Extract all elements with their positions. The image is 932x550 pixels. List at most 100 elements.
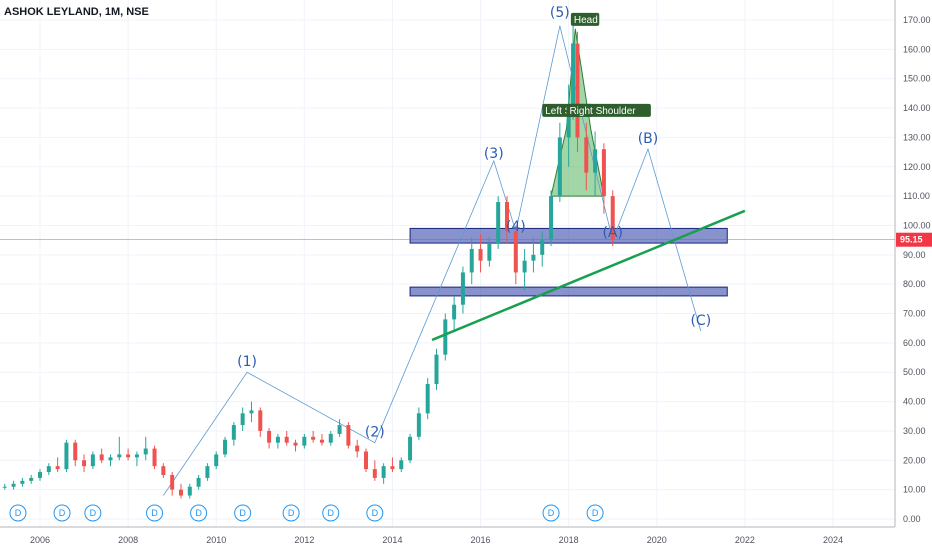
lower-zone bbox=[409, 286, 728, 297]
candle-body bbox=[2, 486, 7, 488]
candle-body bbox=[496, 201, 501, 244]
candle-body bbox=[99, 454, 104, 461]
dividend-label: D bbox=[195, 508, 202, 518]
chart-title: ASHOK LEYLAND, 1M, NSE bbox=[4, 6, 149, 18]
candle-body bbox=[408, 436, 413, 461]
candle-body bbox=[311, 436, 316, 440]
y-tick-label: 70.00 bbox=[903, 309, 926, 319]
candle-body bbox=[29, 477, 34, 481]
candle-body bbox=[319, 439, 324, 443]
x-tick-label: 2010 bbox=[206, 535, 226, 545]
y-tick-label: 150.00 bbox=[903, 74, 931, 84]
candle-body bbox=[540, 240, 545, 255]
last-price-tag: 95.15 bbox=[900, 235, 923, 245]
dividend-marker bbox=[234, 504, 252, 522]
candle-body bbox=[161, 466, 166, 475]
wave-label: (4) bbox=[506, 219, 526, 235]
dividend-label: D bbox=[239, 508, 246, 518]
dividend-marker bbox=[366, 504, 384, 522]
wave-label: (A) bbox=[602, 225, 623, 241]
candle-body bbox=[46, 466, 51, 473]
candle-body bbox=[302, 436, 307, 446]
candle-body bbox=[90, 454, 95, 467]
candle-body bbox=[443, 319, 448, 355]
y-tick-label: 50.00 bbox=[903, 367, 926, 377]
x-tick-label: 2008 bbox=[118, 535, 138, 545]
candle-body bbox=[337, 425, 342, 434]
candle-body bbox=[610, 196, 615, 241]
wave-label: (B) bbox=[638, 131, 659, 147]
candle-body bbox=[425, 383, 430, 414]
candle-body bbox=[267, 430, 272, 443]
candle-body bbox=[452, 304, 457, 320]
y-tick-label: 130.00 bbox=[903, 132, 931, 142]
candle-body bbox=[170, 474, 175, 490]
candle-body bbox=[601, 149, 606, 197]
candle-body bbox=[504, 201, 509, 232]
candle-body bbox=[240, 413, 245, 426]
head-label-bg bbox=[570, 12, 600, 26]
right-shoulder-label: Right Shoulder bbox=[569, 106, 636, 117]
y-tick-label: 20.00 bbox=[903, 455, 926, 465]
x-tick-label: 2018 bbox=[559, 535, 579, 545]
wave-label: (C) bbox=[690, 313, 711, 329]
candle-body bbox=[531, 254, 536, 261]
candle-body bbox=[134, 454, 139, 458]
candle-body bbox=[566, 108, 571, 138]
dividend-label: D bbox=[90, 508, 97, 518]
x-tick-label: 2024 bbox=[823, 535, 843, 545]
x-tick-label: 2016 bbox=[471, 535, 491, 545]
y-tick-label: 10.00 bbox=[903, 485, 926, 495]
dividend-label: D bbox=[372, 508, 379, 518]
x-tick-label: 2014 bbox=[382, 535, 402, 545]
dividend-marker bbox=[322, 504, 340, 522]
candle-body bbox=[55, 466, 60, 470]
candle-body bbox=[293, 442, 298, 446]
candle-body bbox=[478, 248, 483, 261]
candle-body bbox=[258, 410, 263, 431]
y-tick-label: 140.00 bbox=[903, 103, 931, 113]
candle-body bbox=[223, 439, 228, 455]
candle-body bbox=[73, 442, 78, 461]
y-tick-label: 60.00 bbox=[903, 338, 926, 348]
candle-body bbox=[584, 137, 589, 173]
x-tick-label: 2006 bbox=[30, 535, 50, 545]
candle-body bbox=[126, 454, 131, 458]
candle-body bbox=[38, 472, 42, 478]
candle-body bbox=[372, 469, 377, 478]
y-tick-label: 160.00 bbox=[903, 44, 931, 54]
candle-body bbox=[575, 43, 580, 138]
x-tick-label: 2020 bbox=[647, 535, 667, 545]
dividend-marker bbox=[53, 504, 71, 522]
candle-body bbox=[108, 457, 113, 461]
dividend-label: D bbox=[151, 508, 158, 518]
candle-body bbox=[571, 43, 576, 109]
candle-body bbox=[187, 486, 192, 496]
candle-body bbox=[355, 445, 360, 452]
dividend-marker bbox=[586, 504, 604, 522]
y-tick-label: 100.00 bbox=[903, 220, 931, 230]
candle-body bbox=[399, 460, 404, 470]
dividend-marker bbox=[190, 504, 208, 522]
candle-body bbox=[231, 425, 236, 440]
candle-body bbox=[328, 433, 333, 443]
right-shoulder-label-bg bbox=[566, 103, 651, 117]
candle-body bbox=[549, 196, 554, 241]
y-tick-label: 80.00 bbox=[903, 279, 926, 289]
candle-body bbox=[82, 460, 87, 467]
candle-body bbox=[205, 466, 210, 478]
candle-body bbox=[214, 454, 219, 467]
wave-label: (1) bbox=[237, 354, 257, 370]
dividend-marker bbox=[84, 504, 102, 522]
y-tick-label: 120.00 bbox=[903, 162, 931, 172]
dividend-label: D bbox=[288, 508, 295, 518]
y-tick-label: 0.00 bbox=[903, 514, 921, 524]
candle-body bbox=[364, 451, 369, 470]
candle-body bbox=[513, 231, 518, 273]
candle-body bbox=[487, 243, 492, 261]
candle-body bbox=[152, 448, 157, 467]
trendline bbox=[431, 209, 746, 342]
candle-body bbox=[346, 425, 351, 446]
